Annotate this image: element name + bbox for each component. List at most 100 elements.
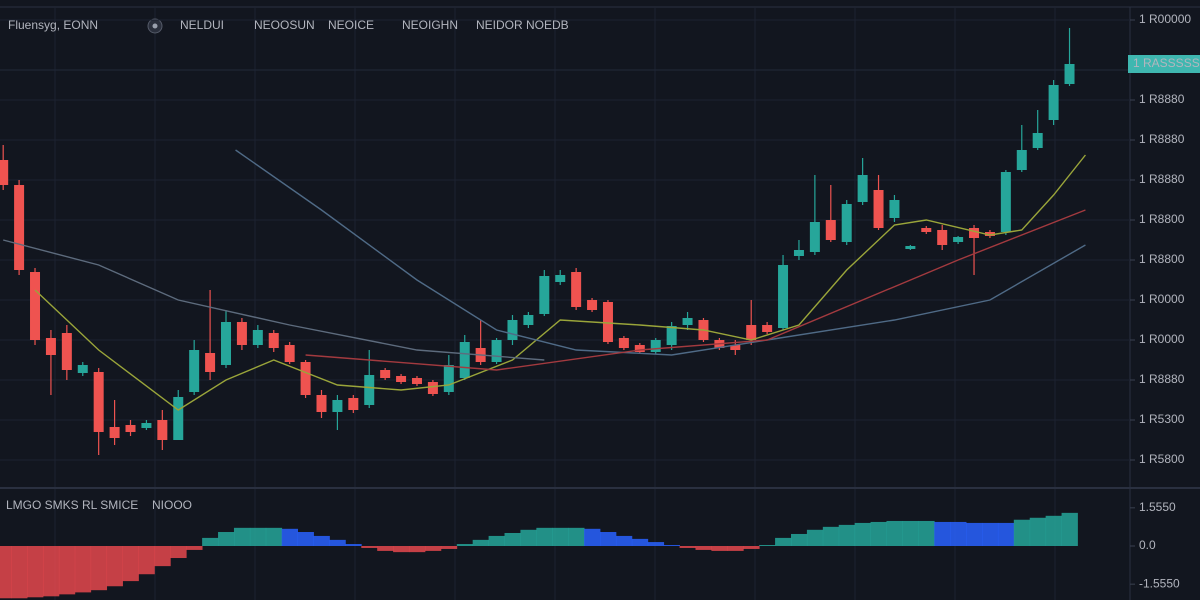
- candle-body: [587, 300, 598, 310]
- y-tick-label: 1 R5800: [1139, 452, 1185, 466]
- candle-body: [889, 200, 900, 218]
- oscillator-bar: [0, 546, 12, 599]
- indicator-label: NEIDOR NOEDB: [476, 18, 569, 32]
- moving-average: [34, 154, 1086, 411]
- oscillator-bar: [170, 546, 187, 559]
- candle-body: [666, 326, 677, 345]
- candle-body: [1048, 85, 1059, 120]
- y-tick-label: 1.5550: [1139, 500, 1176, 514]
- last-price-label: 1 RASSSSS: [1133, 56, 1200, 70]
- y-tick-label: 1 R8800: [1139, 212, 1185, 226]
- candle-body: [746, 325, 757, 340]
- oscillator-bar: [791, 533, 808, 546]
- candle-body: [157, 420, 168, 440]
- oscillator-bar: [902, 520, 919, 546]
- oscillator-bar: [695, 546, 712, 550]
- candle-body: [396, 376, 407, 382]
- y-tick-label: -1.5550: [1139, 576, 1180, 590]
- oscillator-bar: [679, 546, 696, 548]
- oscillator-bar: [934, 521, 951, 546]
- oscillator-bar: [377, 546, 394, 551]
- candle-body: [125, 425, 136, 432]
- indicator-label: NEOICE: [328, 18, 374, 32]
- oscillator-bar: [313, 535, 330, 546]
- candle-body: [77, 365, 88, 373]
- candle-body: [571, 272, 582, 307]
- oscillator-bar: [488, 535, 505, 546]
- oscillator-bar: [854, 522, 871, 546]
- oscillator-bar: [647, 542, 665, 546]
- candle-body: [841, 204, 852, 242]
- oscillator-bar: [615, 535, 633, 546]
- candle-body: [300, 362, 311, 395]
- oscillator-bar: [424, 546, 442, 551]
- y-tick-label: 0.0: [1139, 538, 1156, 552]
- oscillator-bar: [345, 544, 362, 546]
- candle-body: [650, 340, 661, 352]
- candle-body: [268, 333, 279, 348]
- candle-body: [252, 330, 263, 345]
- y-tick-label: 1 R8880: [1139, 92, 1185, 106]
- candle-body: [93, 372, 104, 432]
- oscillator-bar: [997, 522, 1015, 546]
- oscillator-bar: [806, 529, 824, 546]
- oscillator-bar: [886, 520, 903, 546]
- candle-body: [45, 338, 56, 355]
- oscillator-bar: [249, 527, 267, 546]
- candle-body: [539, 276, 550, 314]
- oscillator-bar: [329, 539, 346, 546]
- candle-body: [491, 340, 502, 362]
- oscillator-bar: [727, 546, 744, 551]
- candle-body: [316, 395, 327, 412]
- candle-body: [921, 228, 932, 232]
- symbol-title: Fluensyg, EONN: [8, 18, 98, 32]
- y-tick-label: 1 R0000: [1139, 292, 1185, 306]
- vertical-grid: [54, 8, 1056, 600]
- candle-body: [618, 338, 629, 348]
- oscillator-bar: [981, 522, 999, 546]
- oscillator-bar: [138, 546, 155, 575]
- oscillator-bar: [966, 522, 983, 546]
- candle-body: [602, 302, 613, 342]
- indicator-label: NELDUI: [180, 18, 224, 32]
- oscillator-bar: [536, 527, 553, 546]
- oscillator-bar: [58, 546, 76, 595]
- oscillator-bar: [775, 537, 792, 546]
- indicator-label: NEOOSUN: [254, 18, 315, 32]
- oscillator-bar: [74, 546, 92, 593]
- y-tick-label: 1 R8800: [1139, 252, 1185, 266]
- candle-body: [730, 345, 741, 350]
- oscillator-bar: [600, 532, 617, 546]
- oscillator-bar: [361, 546, 378, 548]
- oscillator-title: LMGO SMKS RL SMICE: [6, 498, 138, 512]
- y-tick-label: 1 R8880: [1139, 172, 1185, 186]
- oscillator-bar: [122, 546, 139, 582]
- candle-body: [953, 237, 964, 242]
- oscillator-bar: [218, 532, 235, 546]
- oscillator-bar: [663, 545, 680, 546]
- candle-body: [1032, 133, 1043, 148]
- oscillator-bar: [11, 546, 28, 599]
- candle-body: [411, 378, 422, 384]
- y-tick-label: 1 R8880: [1139, 132, 1185, 146]
- candle-body: [507, 320, 518, 340]
- candle-body: [109, 427, 120, 438]
- candle-body: [555, 275, 566, 282]
- candle-body: [762, 325, 773, 332]
- y-tick-label: 1 R0000: [1139, 332, 1185, 346]
- oscillator-bar: [186, 546, 203, 550]
- candle-body: [523, 315, 534, 325]
- candle-body: [857, 175, 868, 202]
- oscillator-bar: [520, 529, 537, 546]
- oscillator-bar: [106, 546, 123, 587]
- oscillator-bar: [1061, 512, 1078, 546]
- oscillator-bar: [297, 532, 314, 546]
- oscillator-bar: [281, 528, 299, 546]
- candle-body: [825, 220, 836, 240]
- moving-average: [305, 209, 1086, 371]
- oscillator-bar: [1045, 515, 1062, 546]
- candle-body: [873, 190, 884, 228]
- oscillator-bar: [202, 537, 219, 546]
